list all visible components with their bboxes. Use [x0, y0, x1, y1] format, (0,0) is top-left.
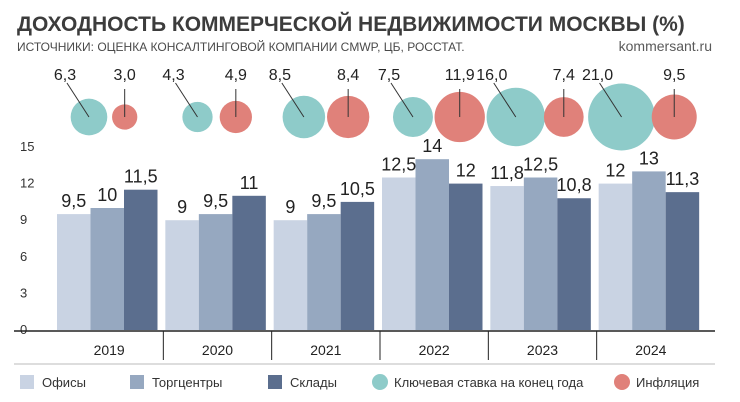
bar-Склады-2021	[340, 201, 375, 330]
bar-value-label: 12	[456, 161, 476, 181]
y-tick-label: 3	[20, 285, 27, 300]
bar-Склады-2019	[124, 189, 158, 330]
bar-value-label: 12	[605, 161, 625, 181]
legend-swatch	[130, 375, 144, 389]
bar-Офисы-2020	[165, 220, 199, 330]
y-axis: 0 3 6 9 12 15	[20, 139, 34, 337]
x-tick-label: 2021	[310, 342, 341, 358]
y-tick-label: 9	[20, 212, 27, 227]
bar-Торгцентры-2020	[198, 214, 233, 330]
bar-Офисы-2024	[598, 183, 633, 330]
bar-value-label: 9,5	[203, 191, 228, 211]
key-rate-bubble	[486, 87, 545, 147]
x-tick-label: 2022	[419, 342, 450, 358]
y-tick-label: 0	[20, 322, 27, 337]
legend-swatch	[372, 374, 388, 390]
key-rate-leader	[175, 82, 198, 118]
legend-label: Склады	[290, 375, 337, 390]
key-rate-leader	[493, 82, 517, 118]
bar-value-label: 12,5	[523, 155, 558, 175]
y-tick-label: 15	[20, 139, 34, 154]
x-tick-label: 2019	[94, 342, 125, 358]
key-rate-value-label: 4,3	[162, 67, 184, 84]
key-rate-value-label: 6,3	[54, 67, 76, 84]
bar-Офисы-2019	[57, 214, 91, 330]
bar-Склады-2020	[232, 195, 266, 330]
bar-value-label: 11	[240, 173, 259, 193]
legend-swatch	[614, 374, 630, 390]
bar-Склады-2024	[665, 192, 700, 330]
inflation-bubble	[112, 104, 138, 130]
bar-value-label: 12,5	[381, 155, 416, 175]
bar-value-label: 10,8	[557, 175, 592, 195]
bar-Офисы-2022	[382, 177, 416, 330]
y-tick-label: 6	[20, 249, 27, 264]
bar-Офисы-2021	[273, 220, 308, 330]
chart-subtitle: ИСТОЧНИКИ: ОЦЕНКА КОНСАЛТИНГОВОЙ КОМПАНИ…	[17, 39, 465, 54]
chart-title: ДОХОДНОСТЬ КОММЕРЧЕСКОЙ НЕДВИЖИМОСТИ МОС…	[17, 12, 685, 36]
key-rate-leader	[66, 82, 90, 118]
bar-Офисы-2023	[490, 186, 524, 330]
bar-Торгцентры-2022	[415, 159, 449, 330]
inflation-bubble	[651, 94, 697, 140]
bar-Склады-2022	[449, 183, 483, 330]
bar-value-label: 9,5	[311, 191, 336, 211]
y-tick-label: 12	[20, 176, 34, 191]
bar-value-label: 11,3	[666, 169, 700, 189]
inflation-value-label: 11,9	[445, 67, 475, 84]
legend-label: Инфляция	[636, 375, 699, 390]
key-rate-value-label: 8,5	[269, 67, 291, 84]
bar-Торгцентры-2023	[523, 177, 558, 330]
bar-value-label: 10,5	[340, 179, 375, 199]
bar-Торгцентры-2019	[90, 208, 124, 330]
bar-value-label: 9,5	[61, 191, 86, 211]
inflation-value-label: 7,4	[553, 67, 575, 84]
x-axis: 2019 2020 2021 2022 2023 2024	[14, 330, 715, 365]
bar-Торгцентры-2024	[632, 171, 666, 330]
bar-value-label: 11,8	[490, 163, 524, 183]
bar-Торгцентры-2021	[307, 214, 341, 330]
legend-label: Офисы	[42, 375, 86, 390]
x-tick-label: 2023	[527, 342, 558, 358]
inflation-value-label: 4,9	[225, 67, 247, 84]
bar-value-label: 9	[177, 197, 187, 217]
key-rate-value-label: 7,5	[378, 67, 400, 84]
legend: Офисы Торгцентры Склады Ключевая ставка на …	[20, 374, 699, 390]
key-rate-value-label: 21,0	[582, 67, 613, 84]
bar-value-label: 14	[422, 136, 442, 156]
bar-value-label: 10	[97, 185, 117, 205]
inflation-value-label: 8,4	[337, 67, 359, 84]
bar-value-label: 13	[639, 148, 659, 168]
legend-swatch	[268, 375, 282, 389]
key-rate-leader	[281, 82, 305, 118]
key-rate-leader	[599, 82, 622, 118]
key-rate-leader	[390, 82, 414, 118]
key-rate-value-label: 16,0	[476, 67, 507, 84]
source-label: kommersant.ru	[619, 38, 712, 54]
legend-label: Торгцентры	[152, 375, 222, 390]
x-tick-label: 2024	[635, 342, 666, 358]
bar-Склады-2023	[557, 198, 591, 330]
bubble-layer: 6,3 3,0 4,3 4,9 8,5 8,4 7,5 11,9 16,0 7,4 21,0 9,5	[54, 67, 697, 151]
legend-swatch	[20, 375, 34, 389]
x-tick-label: 2020	[202, 342, 233, 358]
inflation-value-label: 3,0	[114, 67, 136, 84]
bar-value-label: 9	[285, 197, 295, 217]
bar-value-label: 11,5	[124, 167, 158, 187]
inflation-value-label: 9,5	[663, 67, 685, 84]
legend-label: Ключевая ставка на конец года	[394, 375, 584, 390]
